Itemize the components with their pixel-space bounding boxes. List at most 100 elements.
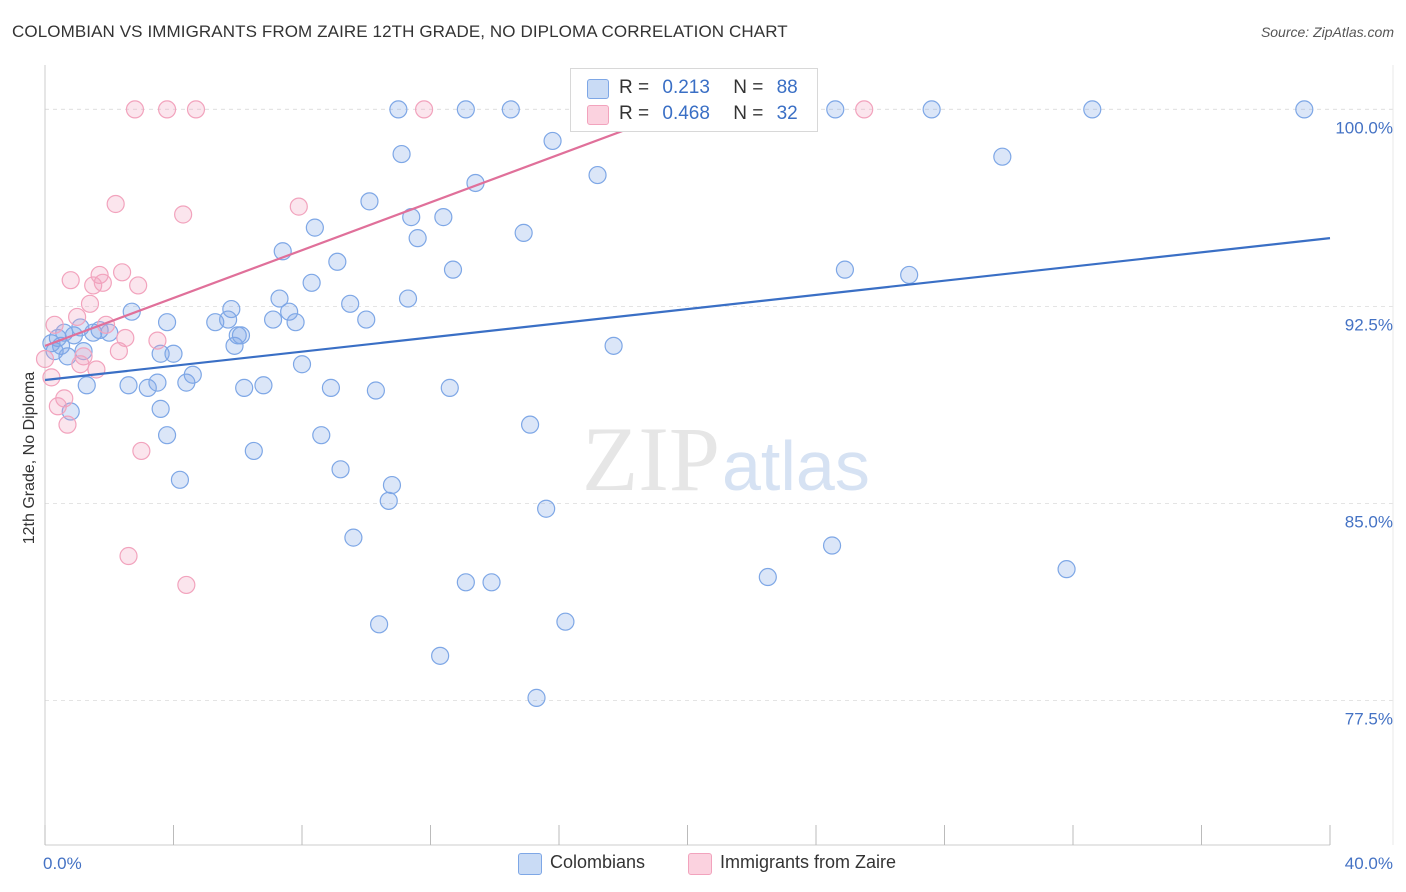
legend-swatch-blue xyxy=(587,79,609,99)
legend-swatch-pink xyxy=(587,105,609,125)
trend-line-colombians xyxy=(44,237,1331,382)
zaire-point xyxy=(129,276,148,295)
colombian-point xyxy=(408,229,427,248)
colombian-point xyxy=(434,208,453,227)
colombian-point xyxy=(389,100,408,119)
colombian-point xyxy=(263,310,283,329)
colombian-point xyxy=(900,265,919,285)
axes xyxy=(44,65,1394,846)
zaire-point xyxy=(55,389,74,408)
legend-n-label: N = xyxy=(733,77,764,98)
colombian-point xyxy=(431,646,450,665)
watermark-zip: ZIP xyxy=(582,408,720,510)
colombian-point xyxy=(244,441,263,461)
colombian-point xyxy=(321,378,341,397)
zaire-point xyxy=(68,307,87,327)
zaire-point xyxy=(80,294,100,313)
zaire-point xyxy=(93,273,112,292)
colombian-point xyxy=(826,100,845,119)
colombian-point xyxy=(292,355,312,374)
colombian-point xyxy=(822,536,842,555)
legend-r-value: 0.468 xyxy=(662,103,710,124)
colombian-point xyxy=(219,310,238,329)
zaire-point xyxy=(42,368,61,387)
zaire-point xyxy=(106,194,125,214)
zaire-point xyxy=(45,315,64,334)
colombian-point xyxy=(331,460,350,479)
colombian-point xyxy=(164,344,183,363)
colombian-point xyxy=(556,612,575,631)
colombian-point xyxy=(357,310,376,329)
colombian-point xyxy=(456,100,475,119)
zaire-point xyxy=(112,263,132,282)
colombian-point xyxy=(77,376,96,395)
colombian-point xyxy=(312,426,331,445)
colombian-point xyxy=(501,100,520,119)
colombian-point xyxy=(344,528,363,547)
legend-r-value: 0.213 xyxy=(662,77,710,98)
colombian-point xyxy=(328,252,347,271)
colombian-point xyxy=(231,326,251,345)
colombian-point xyxy=(370,615,389,634)
legend-swatch-pink xyxy=(688,853,712,875)
zaire-point xyxy=(177,575,196,595)
colombian-point xyxy=(835,260,855,279)
colombian-point xyxy=(235,378,254,397)
series-zaire xyxy=(35,100,874,595)
colombian-point xyxy=(993,147,1012,166)
colombian-point xyxy=(222,299,241,319)
colombian-point xyxy=(922,100,941,119)
trend-line-zaire xyxy=(44,105,688,347)
colombian-point xyxy=(1083,100,1102,119)
colombian-point xyxy=(286,313,305,332)
colombian-point xyxy=(482,573,501,592)
series-colombians xyxy=(42,100,1314,707)
zaire-point xyxy=(855,100,874,119)
legend-label-zaire: Immigrants from Zaire xyxy=(720,852,897,872)
colombian-point xyxy=(543,131,562,151)
zaire-point xyxy=(58,415,77,434)
colombian-point xyxy=(360,192,379,211)
colombian-point xyxy=(758,567,777,587)
colombian-point xyxy=(604,336,623,355)
chart-title: COLOMBIAN VS IMMIGRANTS FROM ZAIRE 12TH … xyxy=(12,22,788,41)
zaire-point xyxy=(74,347,93,366)
source-label: Source: ZipAtlas.com xyxy=(1260,24,1394,40)
zaire-point xyxy=(148,331,167,350)
colombian-point xyxy=(225,336,244,355)
y-tick-label: 85.0% xyxy=(1345,512,1393,531)
zaire-point xyxy=(125,100,145,119)
colombian-point xyxy=(305,218,324,237)
colombian-point xyxy=(183,365,202,384)
legend-r-label: R = xyxy=(619,103,650,124)
legend-swatch-blue xyxy=(518,853,542,875)
legend-n-value: 32 xyxy=(776,103,798,124)
legend-n-label: N = xyxy=(733,103,764,124)
colombian-point xyxy=(270,289,289,308)
colombian-point xyxy=(302,273,321,292)
legend-r-label: R = xyxy=(619,77,650,98)
colombian-point xyxy=(341,294,360,313)
colombian-point xyxy=(157,426,177,445)
colombian-point xyxy=(514,223,533,242)
colombian-point xyxy=(527,688,546,707)
colombian-point xyxy=(366,381,385,400)
x-tick-label: 40.0% xyxy=(1345,854,1393,873)
x-tick-label: 0.0% xyxy=(43,854,82,873)
colombian-point xyxy=(440,378,459,397)
tick-labels: 77.5% 85.0% 92.5% 100.0% 0.0% 40.0% xyxy=(43,118,1393,873)
zaire-point xyxy=(174,205,193,224)
colombian-point xyxy=(138,378,157,397)
legend-n-value: 88 xyxy=(776,77,798,98)
colombian-point xyxy=(398,289,418,308)
y-tick-label: 77.5% xyxy=(1345,710,1393,729)
y-tick-label: 92.5% xyxy=(1345,315,1393,334)
watermark-atlas: atlas xyxy=(722,427,870,505)
colombian-point xyxy=(456,573,475,592)
data-points xyxy=(35,100,1314,707)
colombian-point xyxy=(382,475,402,495)
colombian-point xyxy=(119,376,138,395)
colombian-point xyxy=(280,302,299,321)
colombian-point xyxy=(588,165,607,185)
